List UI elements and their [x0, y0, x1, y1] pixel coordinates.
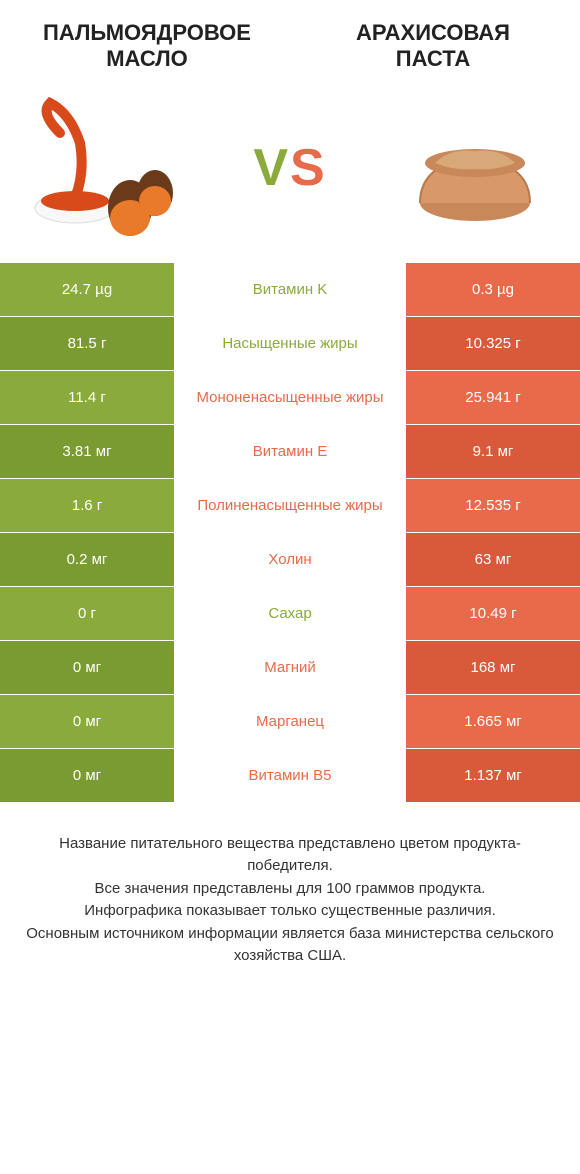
- right-value: 1.137 мг: [406, 749, 580, 802]
- table-row: 0 мгМарганец1.665 мг: [0, 695, 580, 749]
- table-row: 3.81 мгВитамин E9.1 мг: [0, 425, 580, 479]
- header: ПАЛЬМОЯДРОВОЕ МАСЛО АРАХИСОВАЯ ПАСТА: [0, 0, 580, 83]
- left-value: 3.81 мг: [0, 425, 174, 478]
- table-row: 0 гСахар10.49 г: [0, 587, 580, 641]
- nutrient-label: Витамин K: [174, 263, 406, 316]
- nutrient-label: Марганец: [174, 695, 406, 748]
- left-value: 81.5 г: [0, 317, 174, 370]
- table-row: 0 мгМагний168 мг: [0, 641, 580, 695]
- footer-notes: Название питательного вещества представл…: [0, 803, 580, 998]
- table-row: 24.7 µgВитамин K0.3 µg: [0, 263, 580, 317]
- left-value: 0 мг: [0, 695, 174, 748]
- table-row: 1.6 гПолиненасыщенные жиры12.535 г: [0, 479, 580, 533]
- left-value: 0 мг: [0, 641, 174, 694]
- right-value: 63 мг: [406, 533, 580, 586]
- footer-line: Инфографика показывает только существенн…: [20, 900, 560, 923]
- right-value: 9.1 мг: [406, 425, 580, 478]
- right-value: 12.535 г: [406, 479, 580, 532]
- table-row: 81.5 гНасыщенные жиры10.325 г: [0, 317, 580, 371]
- left-value: 11.4 г: [0, 371, 174, 424]
- nutrient-label: Полиненасыщенные жиры: [174, 479, 406, 532]
- footer-line: Основным источником информации является …: [20, 923, 560, 968]
- right-value: 1.665 мг: [406, 695, 580, 748]
- vs-s: S: [290, 138, 327, 198]
- right-product-image: [400, 93, 550, 243]
- nutrient-label: Холин: [174, 533, 406, 586]
- vs-v: V: [253, 138, 290, 198]
- left-value: 24.7 µg: [0, 263, 174, 316]
- table-row: 0 мгВитамин B51.137 мг: [0, 749, 580, 803]
- table-row: 0.2 мгХолин63 мг: [0, 533, 580, 587]
- images-row: VS: [0, 83, 580, 263]
- nutrient-label: Мононенасыщенные жиры: [174, 371, 406, 424]
- left-value: 0 г: [0, 587, 174, 640]
- vs-label: VS: [253, 138, 326, 198]
- right-value: 168 мг: [406, 641, 580, 694]
- footer-line: Все значения представлены для 100 граммо…: [20, 878, 560, 901]
- left-product-image: [30, 93, 180, 243]
- nutrient-label: Сахар: [174, 587, 406, 640]
- left-product-title: ПАЛЬМОЯДРОВОЕ МАСЛО: [30, 20, 264, 73]
- table-row: 11.4 гМононенасыщенные жиры25.941 г: [0, 371, 580, 425]
- comparison-table: 24.7 µgВитамин K0.3 µg81.5 гНасыщенные ж…: [0, 263, 580, 803]
- left-value: 1.6 г: [0, 479, 174, 532]
- nutrient-label: Витамин B5: [174, 749, 406, 802]
- right-value: 25.941 г: [406, 371, 580, 424]
- nutrient-label: Магний: [174, 641, 406, 694]
- left-value: 0.2 мг: [0, 533, 174, 586]
- right-value: 10.49 г: [406, 587, 580, 640]
- left-value: 0 мг: [0, 749, 174, 802]
- right-value: 0.3 µg: [406, 263, 580, 316]
- nutrient-label: Витамин E: [174, 425, 406, 478]
- right-value: 10.325 г: [406, 317, 580, 370]
- footer-line: Название питательного вещества представл…: [20, 833, 560, 878]
- nutrient-label: Насыщенные жиры: [174, 317, 406, 370]
- right-product-title: АРАХИСОВАЯ ПАСТА: [316, 20, 550, 73]
